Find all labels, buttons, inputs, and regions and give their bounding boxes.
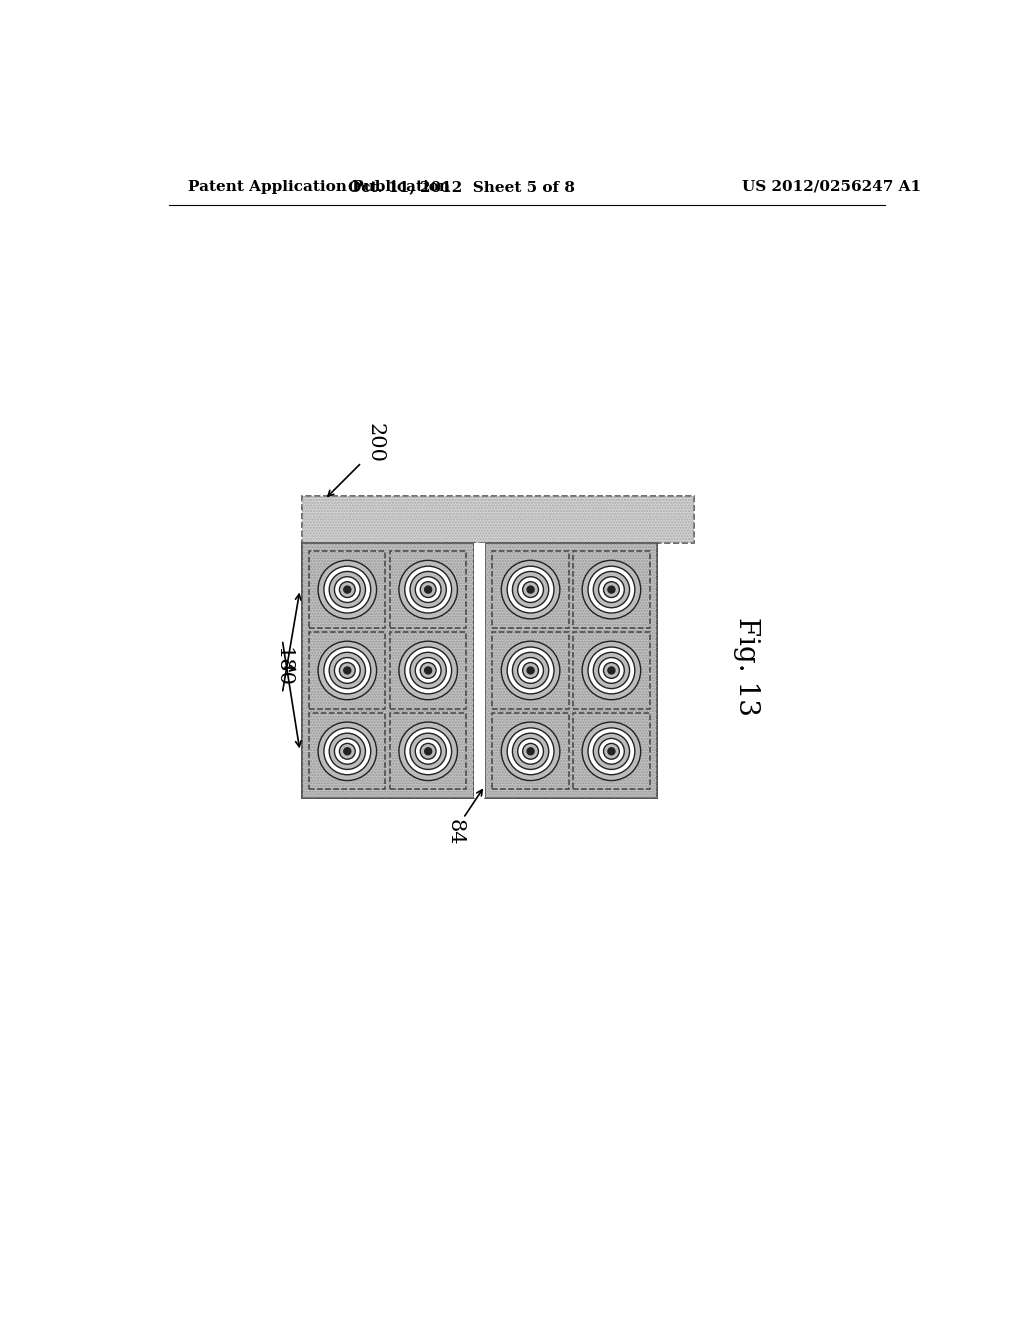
Circle shape <box>339 743 355 759</box>
Circle shape <box>518 738 544 764</box>
Circle shape <box>399 561 458 619</box>
Circle shape <box>599 657 625 684</box>
Circle shape <box>335 577 360 602</box>
Circle shape <box>335 657 360 684</box>
Circle shape <box>335 738 360 764</box>
Circle shape <box>522 663 539 678</box>
Bar <box>484 544 657 797</box>
Circle shape <box>404 647 452 694</box>
Text: Patent Application Publication: Patent Application Publication <box>188 180 451 194</box>
Bar <box>390 552 466 628</box>
Circle shape <box>416 738 441 764</box>
Circle shape <box>329 572 366 607</box>
Circle shape <box>410 572 446 607</box>
Circle shape <box>425 667 432 675</box>
Bar <box>484 544 657 797</box>
Circle shape <box>588 566 635 612</box>
Circle shape <box>599 577 625 602</box>
Circle shape <box>324 647 371 694</box>
Circle shape <box>518 577 544 602</box>
Bar <box>301 544 474 797</box>
Circle shape <box>608 667 615 675</box>
Circle shape <box>593 572 630 607</box>
Circle shape <box>588 727 635 775</box>
Bar <box>390 713 466 789</box>
Circle shape <box>339 663 355 678</box>
Circle shape <box>410 652 446 689</box>
Circle shape <box>318 722 377 780</box>
Circle shape <box>522 743 539 759</box>
Circle shape <box>527 748 535 755</box>
Bar <box>301 496 694 544</box>
Circle shape <box>344 748 351 755</box>
Circle shape <box>420 582 436 598</box>
Circle shape <box>527 667 535 675</box>
Circle shape <box>527 586 535 593</box>
Circle shape <box>593 652 630 689</box>
Circle shape <box>344 586 351 593</box>
Circle shape <box>583 642 641 700</box>
Circle shape <box>608 748 615 755</box>
Bar <box>301 544 474 797</box>
Bar <box>309 552 385 628</box>
Text: Fig. 13: Fig. 13 <box>733 618 760 715</box>
Circle shape <box>410 733 446 770</box>
Circle shape <box>404 727 452 775</box>
Bar <box>301 496 694 544</box>
Circle shape <box>507 566 554 612</box>
Circle shape <box>512 652 549 689</box>
Circle shape <box>329 652 366 689</box>
Circle shape <box>318 561 377 619</box>
Bar <box>309 632 385 709</box>
Circle shape <box>603 743 620 759</box>
Circle shape <box>512 733 549 770</box>
Text: 200: 200 <box>366 424 384 463</box>
Circle shape <box>507 647 554 694</box>
Circle shape <box>416 577 441 602</box>
Bar <box>493 632 568 709</box>
Circle shape <box>329 733 366 770</box>
Circle shape <box>425 748 432 755</box>
Circle shape <box>512 572 549 607</box>
Circle shape <box>318 642 377 700</box>
Circle shape <box>593 733 630 770</box>
Circle shape <box>420 743 436 759</box>
Bar <box>309 713 385 789</box>
Bar <box>573 552 649 628</box>
Circle shape <box>324 727 371 775</box>
Circle shape <box>603 663 620 678</box>
Circle shape <box>416 657 441 684</box>
Circle shape <box>339 582 355 598</box>
Circle shape <box>518 657 544 684</box>
Circle shape <box>425 586 432 593</box>
Bar <box>493 552 568 628</box>
Circle shape <box>502 722 560 780</box>
Circle shape <box>404 566 452 612</box>
Circle shape <box>399 642 458 700</box>
Circle shape <box>502 561 560 619</box>
Circle shape <box>583 561 641 619</box>
Bar <box>474 544 484 797</box>
Circle shape <box>608 586 615 593</box>
Bar <box>573 632 649 709</box>
Circle shape <box>583 722 641 780</box>
Circle shape <box>324 566 371 612</box>
Circle shape <box>420 663 436 678</box>
Circle shape <box>507 727 554 775</box>
Text: 84: 84 <box>446 818 465 845</box>
Bar <box>390 632 466 709</box>
Circle shape <box>599 738 625 764</box>
Text: US 2012/0256247 A1: US 2012/0256247 A1 <box>741 180 921 194</box>
Bar <box>493 713 568 789</box>
Circle shape <box>502 642 560 700</box>
Circle shape <box>588 647 635 694</box>
Circle shape <box>522 582 539 598</box>
Circle shape <box>399 722 458 780</box>
Bar <box>573 713 649 789</box>
Text: 180: 180 <box>273 647 292 686</box>
Text: Oct. 11, 2012  Sheet 5 of 8: Oct. 11, 2012 Sheet 5 of 8 <box>348 180 575 194</box>
Circle shape <box>603 582 620 598</box>
Circle shape <box>344 667 351 675</box>
